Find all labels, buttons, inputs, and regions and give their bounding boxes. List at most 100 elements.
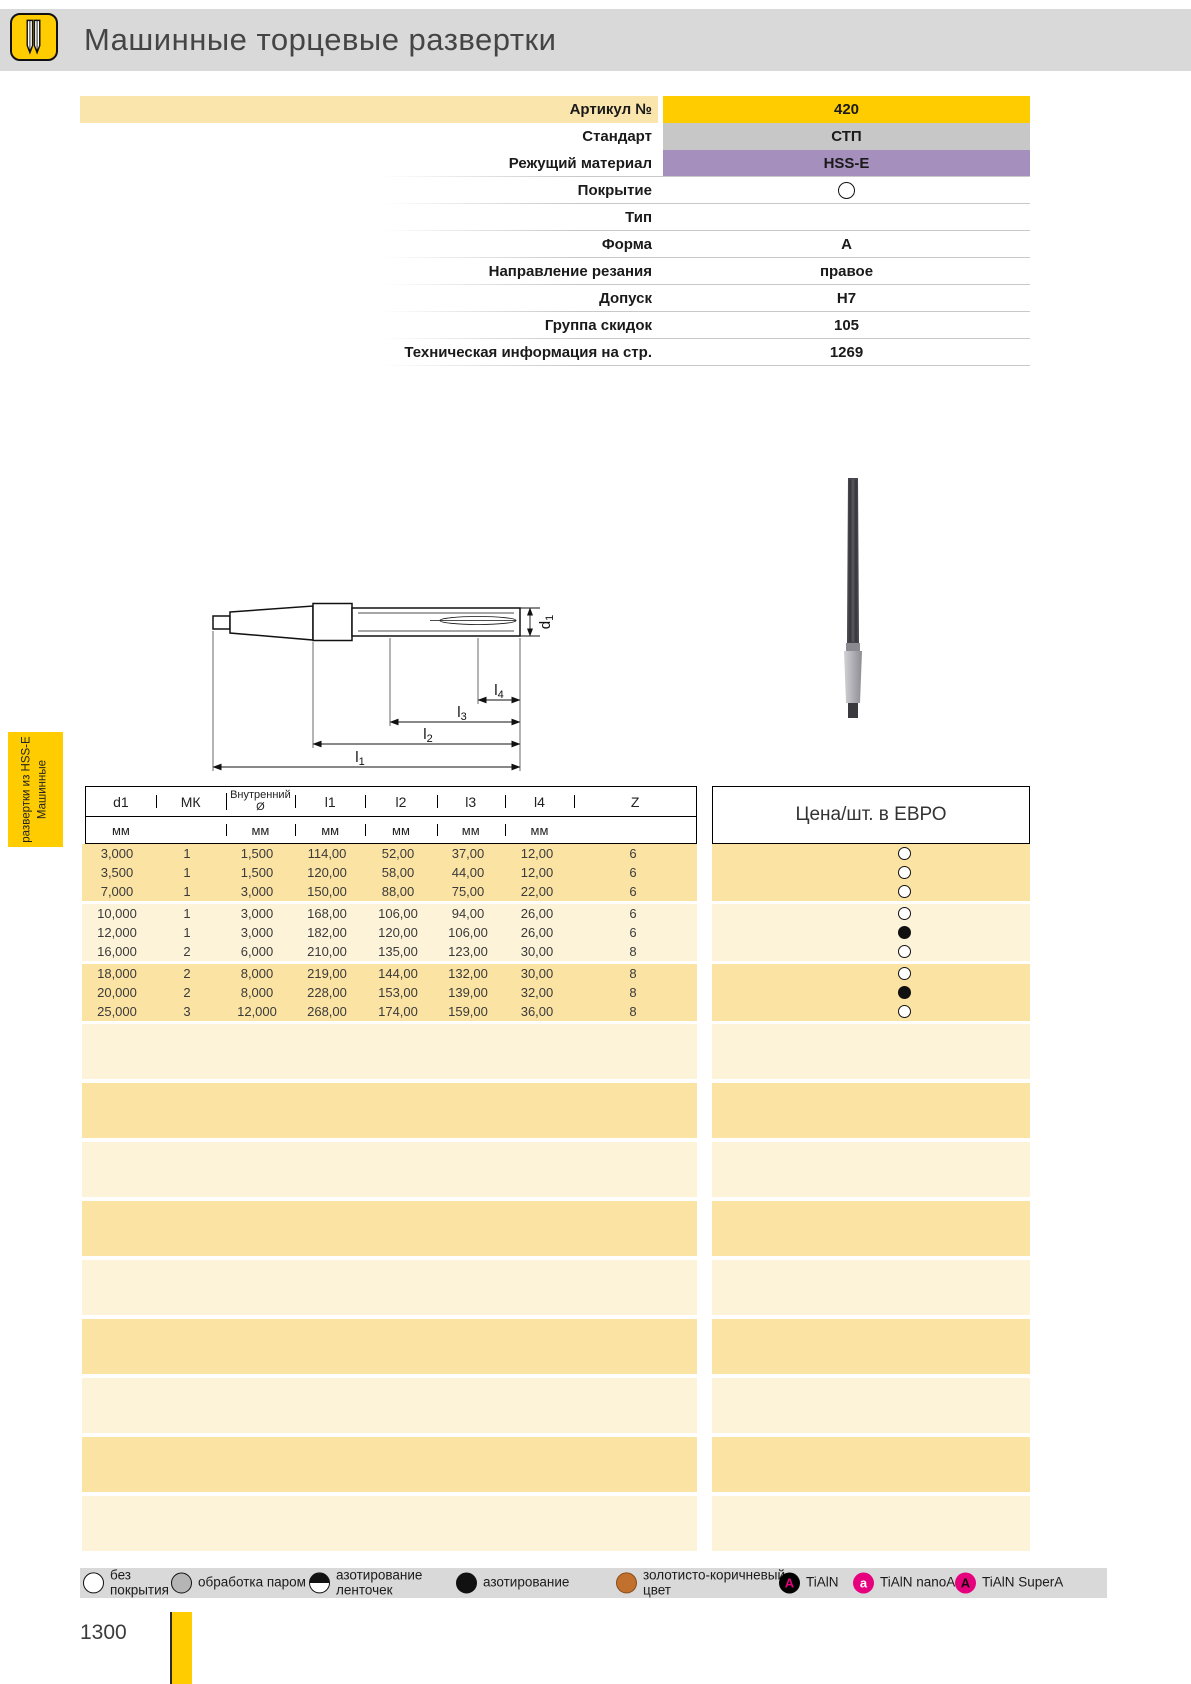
price-band xyxy=(712,904,1030,961)
legend-label: TiAlN SuperA xyxy=(982,1574,1064,1590)
table-row: 3,000 1 1,500 114,00 52,00 37,00 12,00 6 xyxy=(82,844,697,863)
spec-row: Допуск H7 xyxy=(80,285,1030,312)
price-row xyxy=(712,882,1030,901)
spec-row: Техническая информация на стр. 1269 xyxy=(80,339,1030,366)
table-row: 3,500 1 1,500 120,00 58,00 44,00 12,00 6 xyxy=(82,863,697,882)
legend-item: без покрытия xyxy=(83,1568,174,1597)
column-unit: мм xyxy=(295,823,365,838)
page-number: 1300 xyxy=(80,1621,127,1644)
price-band xyxy=(712,964,1030,1021)
spec-value xyxy=(663,204,1030,231)
legend-item: азотирование ленточек xyxy=(309,1568,440,1597)
legend-label: азотирование xyxy=(483,1574,570,1590)
table-header-units: мм мм мм мм мм мм xyxy=(86,817,696,843)
table-cell: 8 xyxy=(629,944,637,959)
table-cell: 139,00 xyxy=(448,985,488,1000)
column-header: l2 xyxy=(365,794,437,810)
table-cell: 6 xyxy=(629,925,637,940)
legend-label: азотирование ленточек xyxy=(336,1567,423,1597)
table-cell: 18,000 xyxy=(97,966,137,981)
badge-magenta-lc-icon: a xyxy=(853,1572,874,1594)
table-row: 12,000 1 3,000 182,00 120,00 106,00 26,00 6 xyxy=(82,923,697,942)
price-row xyxy=(712,863,1030,882)
spec-label: Покрытие xyxy=(577,182,652,199)
circle-filled-icon xyxy=(456,1572,477,1594)
table-row: 25,000 3 12,000 268,00 174,00 159,00 36,00 8 xyxy=(82,1002,697,1021)
table-cell: 58,00 xyxy=(381,865,415,880)
price-body xyxy=(712,844,1030,1555)
spec-label: Форма xyxy=(601,236,652,253)
price-empty-band xyxy=(712,1496,1030,1551)
table-cell: 22,00 xyxy=(520,884,554,899)
spec-label: Техническая информация на стр. xyxy=(404,344,652,361)
coating-open-icon xyxy=(898,847,911,860)
column-header: l1 xyxy=(295,794,365,810)
coating-filled-icon xyxy=(898,986,911,999)
column-header: l3 xyxy=(436,794,505,810)
price-row xyxy=(712,964,1030,983)
spec-value: СТП xyxy=(663,123,1030,150)
table-cell: 30,00 xyxy=(520,966,554,981)
table-cell: 32,00 xyxy=(520,985,554,1000)
table-cell: 1 xyxy=(183,906,191,921)
table-cell: 144,00 xyxy=(378,966,418,981)
table-cell: 150,00 xyxy=(307,884,347,899)
spec-value: правое xyxy=(819,263,874,280)
spec-label: Направление резания xyxy=(488,263,652,280)
page-title: Машинные торцевые развертки xyxy=(84,22,557,57)
table-cell: 228,00 xyxy=(307,985,347,1000)
legend-label: TiAlN xyxy=(806,1574,839,1590)
table-cell: 6 xyxy=(629,884,637,899)
price-empty-band xyxy=(712,1024,1030,1079)
legend-bar: без покрытия обработка паром азотирование … xyxy=(80,1568,1107,1598)
table-cell: 20,000 xyxy=(97,985,137,1000)
page-edge-marker xyxy=(170,1612,192,1684)
table-cell: 168,00 xyxy=(307,906,347,921)
table-cell: 44,00 xyxy=(451,865,485,880)
table-empty-band xyxy=(82,1496,697,1551)
table-empty-band xyxy=(82,1260,697,1315)
dim-label-l4: l4 xyxy=(494,682,503,701)
circle-orange-icon xyxy=(616,1572,637,1594)
column-header: МК xyxy=(155,794,226,810)
table-cell: 3,000 xyxy=(240,906,274,921)
table-empty-band xyxy=(82,1437,697,1492)
coating-open-icon xyxy=(898,1005,911,1018)
table-cell: 52,00 xyxy=(381,846,415,861)
table-cell: 12,000 xyxy=(237,1004,277,1019)
table-cell: 12,00 xyxy=(520,846,554,861)
legend-item: A TiAlN SuperA xyxy=(955,1572,1064,1594)
specs-table: Артикул № 420 Стандарт СТП Режущий материал H… xyxy=(80,96,1030,366)
table-cell: 10,000 xyxy=(97,906,137,921)
price-row xyxy=(712,983,1030,1002)
table-row: 18,000 2 8,000 219,00 144,00 132,00 30,00 8 xyxy=(82,964,697,983)
dim-label-d1: d1 xyxy=(537,615,556,629)
legend-label: золотисто-коричневый цвет xyxy=(643,1567,786,1597)
table-row: 16,000 2 6,000 210,00 135,00 123,00 30,00 8 xyxy=(82,942,697,961)
table-empty-band xyxy=(82,1319,697,1374)
table-cell: 6 xyxy=(629,846,637,861)
spec-value: H7 xyxy=(836,290,857,307)
table-cell: 1,500 xyxy=(240,865,274,880)
header-bar xyxy=(0,9,1191,71)
table-cell: 8 xyxy=(629,1004,637,1019)
table-cell: 1 xyxy=(183,865,191,880)
table-cell: 120,00 xyxy=(307,865,347,880)
reamer-logo-icon xyxy=(26,19,41,55)
price-empty-band xyxy=(712,1260,1030,1315)
product-photo xyxy=(844,478,862,718)
circle-half-icon xyxy=(309,1572,330,1594)
dim-label-l2: l2 xyxy=(423,726,432,745)
section-edge-tab: Машинные развертки из HSS-E xyxy=(8,732,63,847)
spec-row: Тип xyxy=(80,204,1030,231)
table-cell: 26,00 xyxy=(520,925,554,940)
table-cell: 3,500 xyxy=(100,865,134,880)
table-cell: 8,000 xyxy=(240,966,274,981)
spec-row: Направление резания правое xyxy=(80,258,1030,285)
column-unit: мм xyxy=(111,822,130,838)
table-cell: 8,000 xyxy=(240,985,274,1000)
table-cell: 6,000 xyxy=(240,944,274,959)
coating-open-icon xyxy=(898,967,911,980)
circle-open-icon xyxy=(83,1572,104,1594)
